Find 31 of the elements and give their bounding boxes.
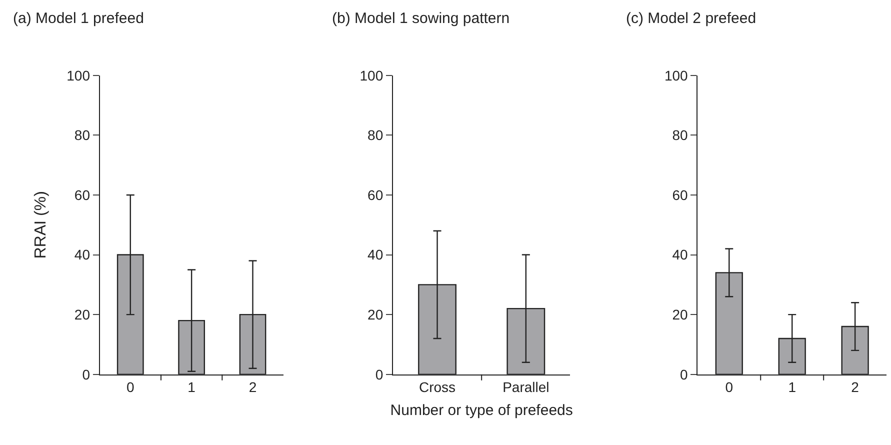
y-tick-label: 40 xyxy=(672,246,688,263)
y-tick-label: 60 xyxy=(672,186,688,203)
y-axis-title: RRAI (%) xyxy=(32,191,50,259)
y-tick-label: 80 xyxy=(74,127,90,144)
y-tick-label: 20 xyxy=(368,306,384,322)
chart-title: (a) Model 1 prefeed xyxy=(13,10,144,27)
x-tick-label: 1 xyxy=(788,379,796,396)
y-tick-label: 60 xyxy=(74,186,90,203)
x-tick-label: 2 xyxy=(851,379,860,396)
y-tick-label: 20 xyxy=(74,306,90,322)
y-tick-label: 100 xyxy=(360,67,384,84)
y-tick-label: 80 xyxy=(368,127,384,144)
x-tick-label: 0 xyxy=(725,379,734,396)
x-tick-label: 2 xyxy=(248,379,257,396)
chart-title: (c) Model 2 prefeed xyxy=(626,10,756,27)
y-tick-label: 20 xyxy=(672,306,688,322)
y-tick-label: 100 xyxy=(66,67,90,84)
x-tick-label: Parallel xyxy=(502,379,550,396)
chart-title: (b) Model 1 sowing pattern xyxy=(332,10,510,27)
x-tick-label: 1 xyxy=(188,379,196,396)
x-axis-title: Number or type of prefeeds xyxy=(390,402,573,420)
y-tick-label: 0 xyxy=(680,366,688,382)
y-tick-label: 80 xyxy=(672,127,688,144)
x-tick-label: 0 xyxy=(126,379,134,396)
y-tick-label: 0 xyxy=(82,366,90,382)
y-tick-label: 100 xyxy=(664,67,688,84)
y-tick-label: 40 xyxy=(74,246,90,263)
y-tick-label: 60 xyxy=(368,186,384,203)
y-tick-label: 40 xyxy=(368,246,384,263)
x-tick-label: Cross xyxy=(418,379,456,396)
y-tick-label: 0 xyxy=(375,366,384,382)
